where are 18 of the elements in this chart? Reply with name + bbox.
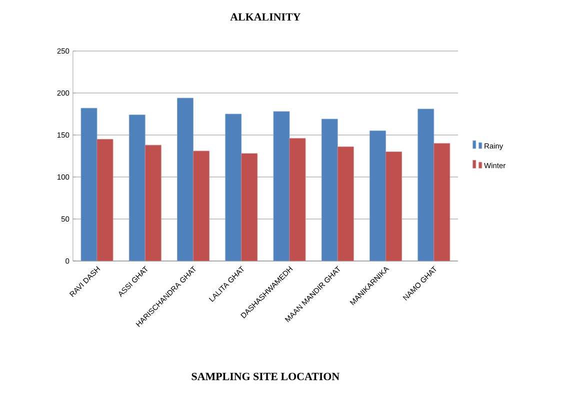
bar	[321, 118, 338, 261]
bar	[177, 98, 194, 261]
bar	[241, 153, 258, 261]
bar	[193, 150, 210, 261]
bar	[370, 130, 386, 261]
bar	[273, 111, 290, 261]
bar	[225, 114, 242, 261]
bar	[337, 146, 354, 261]
bar	[289, 138, 306, 261]
bar	[128, 114, 146, 261]
x-axis-title: SAMPLING SITE LOCATION	[192, 372, 340, 380]
bar	[80, 108, 98, 261]
chart-title: ALKALINITY	[230, 13, 301, 20]
bar	[144, 144, 162, 261]
bar	[386, 152, 402, 261]
bar	[418, 108, 434, 261]
bar	[96, 139, 114, 261]
bar	[434, 143, 450, 261]
